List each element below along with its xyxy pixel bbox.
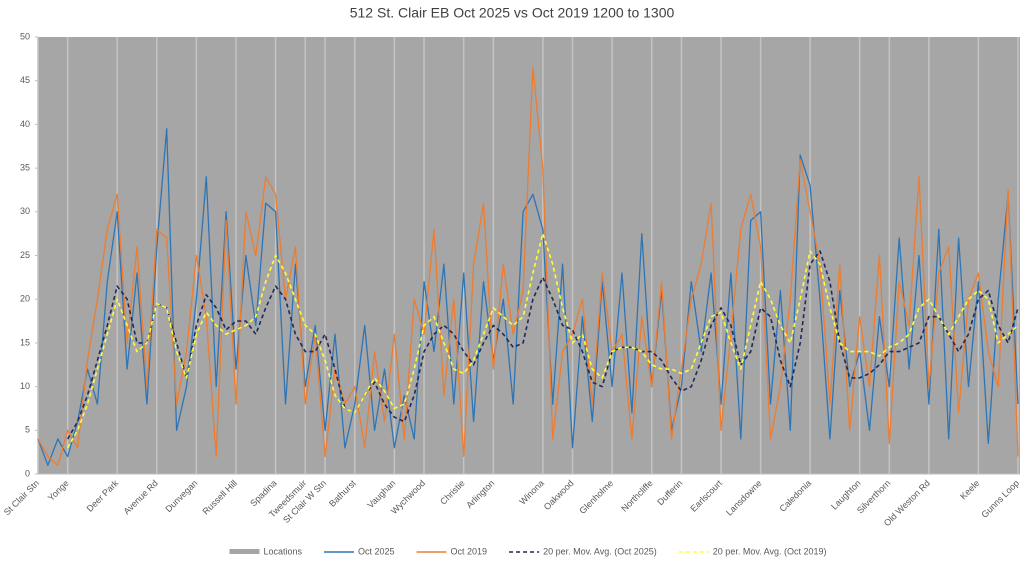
x-tick-label: St Clair Stn [2, 478, 41, 517]
series-line [67, 232, 1019, 449]
legend-label: Oct 2019 [451, 546, 488, 556]
x-tick-label: Glenholme [577, 478, 615, 516]
x-tick-label: Oakwood [542, 478, 576, 512]
y-tick-label: 50 [20, 31, 30, 41]
location-bar [571, 37, 574, 474]
series-line [37, 66, 1019, 466]
legend-swatch [229, 549, 260, 554]
location-bar [809, 37, 811, 474]
x-tick-label: Arlington [464, 478, 496, 510]
location-bar [37, 37, 39, 474]
location-bar [720, 37, 722, 474]
y-tick-label: 45 [20, 75, 30, 85]
y-tick-label: 0 [25, 468, 30, 478]
location-bar [304, 37, 307, 474]
y-tick-label: 10 [20, 381, 30, 391]
location-bar [611, 37, 613, 474]
location-bar [423, 37, 425, 474]
x-tick-label: Russell Hill [201, 478, 240, 517]
x-tick-label: Yonge [46, 478, 71, 503]
y-tick-label: 25 [20, 250, 30, 260]
x-tick-label: Winona [517, 478, 546, 507]
chart-title: 512 St. Clair EB Oct 2025 vs Oct 2019 12… [350, 5, 675, 21]
location-bar [66, 37, 69, 474]
legend-label: Oct 2025 [358, 546, 395, 556]
x-tick-label: Earlscourt [688, 478, 724, 514]
x-tick-label: Lansdowne [724, 478, 764, 518]
legend-label: 20 per. Mov. Avg. (Oct 2019) [713, 546, 827, 556]
x-tick-label: Dufferin [655, 478, 684, 507]
y-tick-label: 5 [25, 425, 30, 435]
location-bar [650, 37, 653, 474]
y-tick-label: 40 [20, 119, 30, 129]
location-bar [1017, 37, 1019, 474]
location-bar [928, 37, 930, 474]
location-bar [324, 37, 326, 474]
legend: Locations Oct 2025 Oct 2019 20 per. Mov. Av… [229, 546, 827, 556]
location-bar [235, 37, 237, 474]
location-bar [354, 37, 356, 474]
x-tick-label: Avenue Rd [121, 478, 159, 516]
y-tick-label: 35 [20, 162, 30, 172]
series-line [67, 250, 1019, 440]
y-tick-label: 15 [20, 337, 30, 347]
x-tick-label: Deer Park [85, 478, 121, 514]
location-bar [542, 37, 544, 474]
location-bar [858, 37, 861, 474]
y-tick-label: 20 [20, 294, 30, 304]
x-tick-label: Dunvegan [163, 478, 199, 514]
legend-label: Locations [263, 546, 302, 556]
location-bar [977, 37, 980, 474]
x-tick-label: Christie [438, 478, 467, 507]
location-bar [680, 37, 683, 474]
location-bar [393, 37, 396, 474]
x-tick-label: Bathurst [327, 478, 358, 509]
x-tick-label: Caledonia [777, 478, 813, 514]
plot-area [38, 37, 1020, 474]
x-tick-label: Northcliffe [619, 478, 655, 514]
location-bar [462, 37, 465, 474]
x-tick-label: Gunns Loop [979, 478, 1021, 520]
location-bar [492, 37, 495, 474]
location-bar [888, 37, 891, 474]
x-tick-label: Keele [958, 478, 981, 501]
y-tick-label: 30 [20, 206, 30, 216]
legend-label: 20 per. Mov. Avg. (Oct 2025) [543, 546, 657, 556]
location-bar [116, 37, 118, 474]
